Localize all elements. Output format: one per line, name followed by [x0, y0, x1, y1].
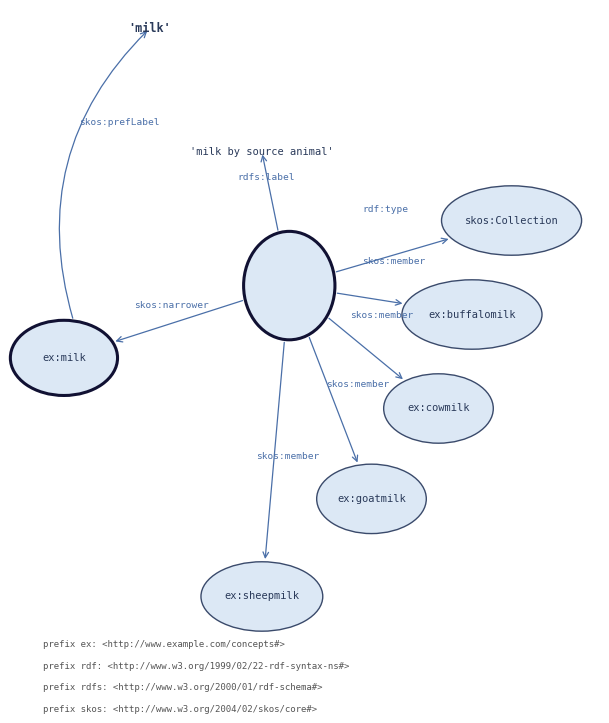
Text: skos:narrower: skos:narrower	[134, 301, 209, 309]
Text: skos:Collection: skos:Collection	[465, 215, 558, 226]
Text: rdfs:label: rdfs:label	[238, 173, 295, 181]
Text: prefix ex: <http://www.example.com/concepts#>: prefix ex: <http://www.example.com/conce…	[43, 640, 284, 649]
Text: ex:buffalomilk: ex:buffalomilk	[428, 309, 516, 320]
Text: prefix rdf: <http://www.w3.org/1999/02/22-rdf-syntax-ns#>: prefix rdf: <http://www.w3.org/1999/02/2…	[43, 662, 349, 670]
Text: 'milk by source animal': 'milk by source animal'	[190, 147, 334, 157]
Text: skos:member: skos:member	[256, 453, 319, 461]
Text: skos:member: skos:member	[350, 312, 414, 320]
Text: skos:prefLabel: skos:prefLabel	[79, 119, 160, 127]
Text: ex:cowmilk: ex:cowmilk	[407, 403, 470, 414]
Ellipse shape	[402, 280, 542, 349]
Ellipse shape	[10, 320, 118, 395]
Ellipse shape	[201, 562, 323, 631]
Text: ex:sheepmilk: ex:sheepmilk	[224, 591, 300, 602]
Ellipse shape	[317, 464, 426, 534]
Ellipse shape	[244, 231, 335, 340]
Ellipse shape	[442, 186, 582, 255]
Text: skos:member: skos:member	[326, 380, 389, 389]
Text: prefix skos: <http://www.w3.org/2004/02/skos/core#>: prefix skos: <http://www.w3.org/2004/02/…	[43, 705, 317, 714]
Text: rdf:type: rdf:type	[362, 205, 409, 214]
Ellipse shape	[384, 374, 493, 443]
Text: ex:goatmilk: ex:goatmilk	[337, 494, 406, 504]
Text: 'milk': 'milk'	[128, 22, 171, 35]
Text: ex:milk: ex:milk	[42, 353, 86, 363]
Text: skos:member: skos:member	[362, 257, 426, 266]
Text: prefix rdfs: <http://www.w3.org/2000/01/rdf-schema#>: prefix rdfs: <http://www.w3.org/2000/01/…	[43, 683, 322, 692]
